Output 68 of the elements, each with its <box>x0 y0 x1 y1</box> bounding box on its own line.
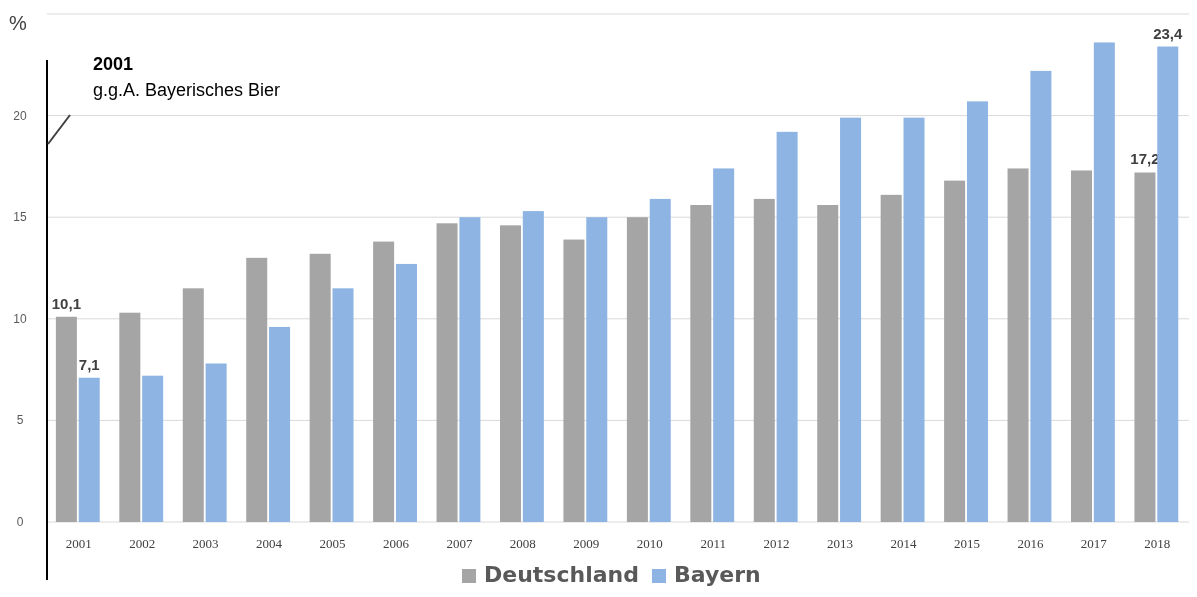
y-tick-label: 20 <box>13 108 27 123</box>
bar <box>182 288 204 522</box>
bar <box>78 377 100 522</box>
bar <box>142 375 164 522</box>
x-tick-label: 2008 <box>509 536 536 551</box>
bar <box>373 241 395 522</box>
annotation: g.g.A. Bayerisches Bier <box>93 80 281 100</box>
bar <box>1007 168 1029 522</box>
bar <box>1134 172 1156 522</box>
bar <box>499 225 522 522</box>
bar <box>563 239 585 522</box>
bar <box>436 223 458 522</box>
bar <box>205 363 227 522</box>
bar <box>690 205 712 522</box>
x-tick-label: 2016 <box>1017 536 1044 551</box>
data-label: 7,1 <box>78 355 100 373</box>
x-tick-label: 2018 <box>1144 536 1171 551</box>
y-axis-title: % <box>9 12 28 34</box>
x-tick-label: 2015 <box>953 536 980 551</box>
y-tick-label: 5 <box>16 413 24 428</box>
bar <box>459 217 481 522</box>
bar <box>309 253 331 522</box>
bar <box>713 168 735 522</box>
bar <box>880 194 902 522</box>
annotation: 2001 <box>93 54 134 74</box>
bar <box>753 198 775 522</box>
data-label: 10,1 <box>51 294 81 312</box>
x-tick-label: 2007 <box>446 536 473 551</box>
bar <box>649 198 671 522</box>
x-tick-label: 2004 <box>256 536 283 551</box>
x-tick-label: 2003 <box>192 536 219 551</box>
bar <box>55 316 77 522</box>
bar <box>269 326 291 522</box>
x-tick-label: 2013 <box>827 536 854 551</box>
bar <box>966 101 988 522</box>
legend-label: Deutschland <box>484 562 639 587</box>
bar <box>586 217 608 522</box>
bar <box>903 117 925 522</box>
bar <box>817 205 839 522</box>
bar <box>1070 170 1092 522</box>
bar <box>776 131 798 522</box>
bar <box>1093 42 1115 522</box>
x-tick-label: 2006 <box>382 536 410 551</box>
y-tick-label: 10 <box>13 311 27 326</box>
y-tick-label: 15 <box>13 210 27 225</box>
bar <box>332 288 354 522</box>
y-tick-label: 0 <box>16 515 24 529</box>
x-tick-label: 2005 <box>319 536 346 551</box>
x-tick-label: 2012 <box>763 536 790 551</box>
x-tick-label: 2002 <box>129 536 156 551</box>
bar <box>1157 46 1179 522</box>
x-tick-label: 2010 <box>636 536 663 551</box>
data-label: 23,4 <box>1153 24 1184 42</box>
bar <box>944 180 966 522</box>
x-tick-label: 2014 <box>890 536 917 551</box>
bar <box>395 263 417 522</box>
data-label: 17,2 <box>1130 150 1160 168</box>
bar <box>1030 70 1052 522</box>
x-tick-label: 2017 <box>1080 536 1108 551</box>
bar <box>246 257 268 522</box>
bar <box>840 117 862 522</box>
x-tick-label: 2011 <box>700 536 726 551</box>
x-tick-label: 2001 <box>65 536 92 551</box>
bar <box>522 211 544 522</box>
x-tick-label: 2009 <box>573 536 600 551</box>
bar <box>119 312 141 522</box>
legend-label: Bayern <box>674 562 761 587</box>
bar <box>626 217 648 522</box>
